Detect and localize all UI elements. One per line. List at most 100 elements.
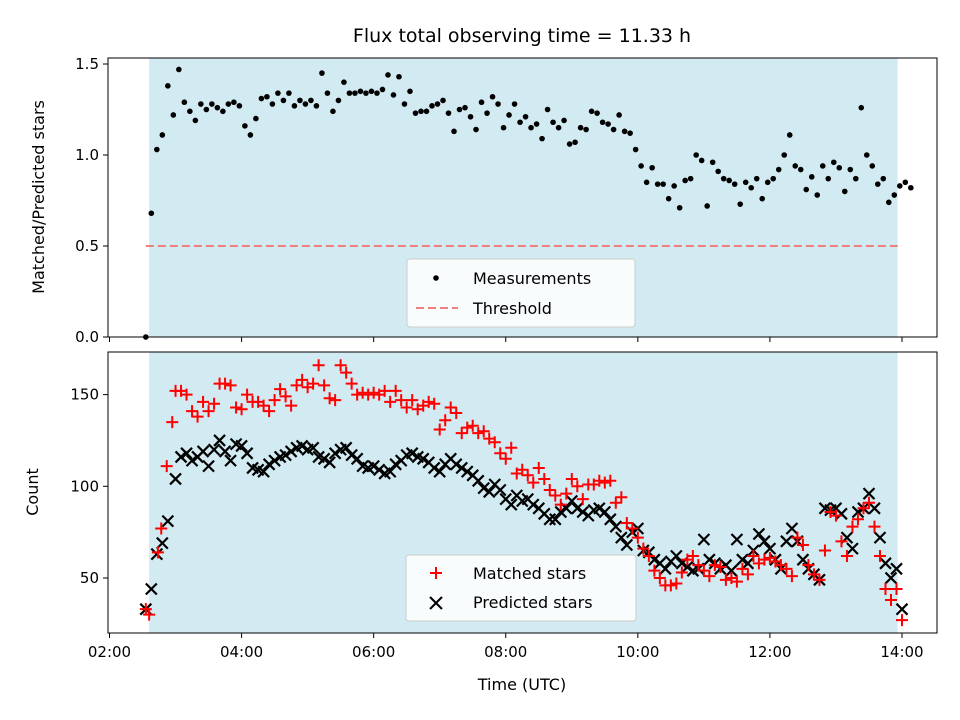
matched-star-point — [730, 575, 743, 588]
matched-star-point — [151, 546, 164, 559]
predicted-star-point — [576, 505, 590, 519]
measurement-point — [660, 181, 666, 187]
measurement-point — [429, 103, 435, 109]
matched-star-point — [626, 522, 639, 535]
predicted-star-point — [873, 531, 887, 544]
measurement-point — [731, 181, 738, 187]
predicted-star-point — [879, 557, 892, 570]
matched-star-point — [455, 427, 468, 440]
matched-star-point — [318, 379, 331, 392]
measurement-points — [143, 66, 914, 340]
matched-star-point — [323, 392, 336, 405]
measurement-point — [720, 175, 727, 182]
matched-star-point — [389, 384, 402, 397]
predicted-star-point — [703, 553, 716, 566]
predicted-star-point — [405, 447, 419, 460]
measurement-point — [396, 73, 402, 80]
predicted-star-point — [593, 502, 606, 515]
x-tick-label: 04:00 — [220, 643, 263, 661]
matched-star-point — [516, 463, 529, 476]
measurement-point — [385, 72, 391, 78]
measurement-point — [352, 90, 358, 96]
measurement-point — [792, 163, 799, 169]
predicted-star-point — [323, 456, 336, 469]
measurement-point — [275, 90, 281, 96]
matched-star-point — [840, 549, 853, 562]
predicted-star-point — [554, 505, 568, 519]
matched-star-point — [780, 562, 793, 575]
top-y-axis-label: Matched/Predicted stars — [29, 100, 48, 294]
matched-star-point — [796, 538, 809, 551]
matched-star-point — [351, 388, 364, 401]
measurement-point — [363, 90, 369, 96]
bottom-y-tick-label: 50 — [80, 569, 99, 587]
measurement-point — [874, 181, 881, 187]
predicted-star-point — [598, 505, 612, 519]
matched-star-point — [532, 461, 545, 474]
measurement-point — [583, 126, 589, 133]
measurement-point — [698, 157, 705, 164]
matched-star-point — [362, 388, 375, 401]
matched-star-point — [345, 377, 358, 390]
matched-star-point — [791, 531, 804, 544]
matched-star-point — [527, 476, 540, 489]
matched-star-point — [884, 594, 897, 607]
measurement-point — [148, 210, 155, 217]
predicted-star-point — [383, 465, 397, 478]
bottom-legend: Matched stars Predicted stars — [405, 554, 637, 622]
measurement-point — [715, 168, 721, 175]
matched-star-point — [648, 564, 661, 577]
matched-star-point — [356, 386, 369, 399]
measurement-point — [418, 108, 424, 115]
measurement-point — [759, 195, 766, 202]
measurement-point — [858, 104, 865, 111]
matched-star-point — [257, 399, 270, 412]
matched-star-point — [714, 560, 727, 573]
matched-star-point — [802, 559, 815, 572]
measurement-point — [473, 126, 479, 133]
predicted-star-point — [493, 483, 507, 497]
matched-star-point — [879, 583, 892, 596]
measurement-point — [643, 179, 650, 186]
measurement-point — [836, 164, 843, 171]
measurement-point — [748, 184, 755, 191]
measurement-point — [638, 163, 644, 169]
measurement-point — [401, 101, 408, 107]
measurement-point — [225, 101, 232, 107]
predicted-star-point — [763, 542, 777, 555]
measurement-point — [814, 192, 821, 198]
measurement-point — [863, 152, 870, 158]
predicted-star-point — [372, 463, 386, 477]
matched-star-point — [166, 416, 179, 429]
matched-star-point — [835, 535, 848, 548]
predicted-star-point — [161, 514, 175, 528]
matched-stars-points — [139, 359, 908, 627]
matched-star-point — [290, 379, 303, 392]
matched-star-point — [642, 549, 655, 562]
matched-star-point — [670, 577, 683, 590]
matched-star-point — [477, 425, 490, 438]
bottom-axis-ticks: 02:00 04:00 06:00 08:00 10:00 12:00 14:00 50 100… — [70, 386, 923, 661]
ratio-panel: Flux total observing time = 11.33 h 0.00… — [29, 25, 938, 346]
x-tick-label: 12:00 — [748, 643, 791, 661]
predicted-star-point — [207, 443, 221, 456]
matched-star-point — [422, 395, 435, 408]
predicted-star-point — [620, 538, 634, 552]
measurement-point — [291, 103, 298, 109]
matched-star-point — [180, 388, 193, 401]
measurement-point — [885, 199, 892, 206]
predicted-star-point — [295, 439, 309, 453]
predicted-star-point — [736, 553, 749, 566]
matched-star-point — [340, 366, 353, 379]
predicted-star-point — [890, 562, 903, 576]
matched-star-point — [230, 401, 243, 414]
top-y-tick-label: 1.5 — [75, 55, 99, 73]
matched-star-point — [637, 542, 650, 555]
measurements-legend-label: Measurements — [473, 269, 591, 288]
matched-star-point — [433, 423, 446, 436]
measurement-point — [577, 124, 584, 131]
predicted-star-point — [471, 474, 485, 488]
matched-star-point — [857, 502, 870, 515]
measurement-point — [775, 166, 782, 173]
measurement-point — [192, 117, 199, 124]
